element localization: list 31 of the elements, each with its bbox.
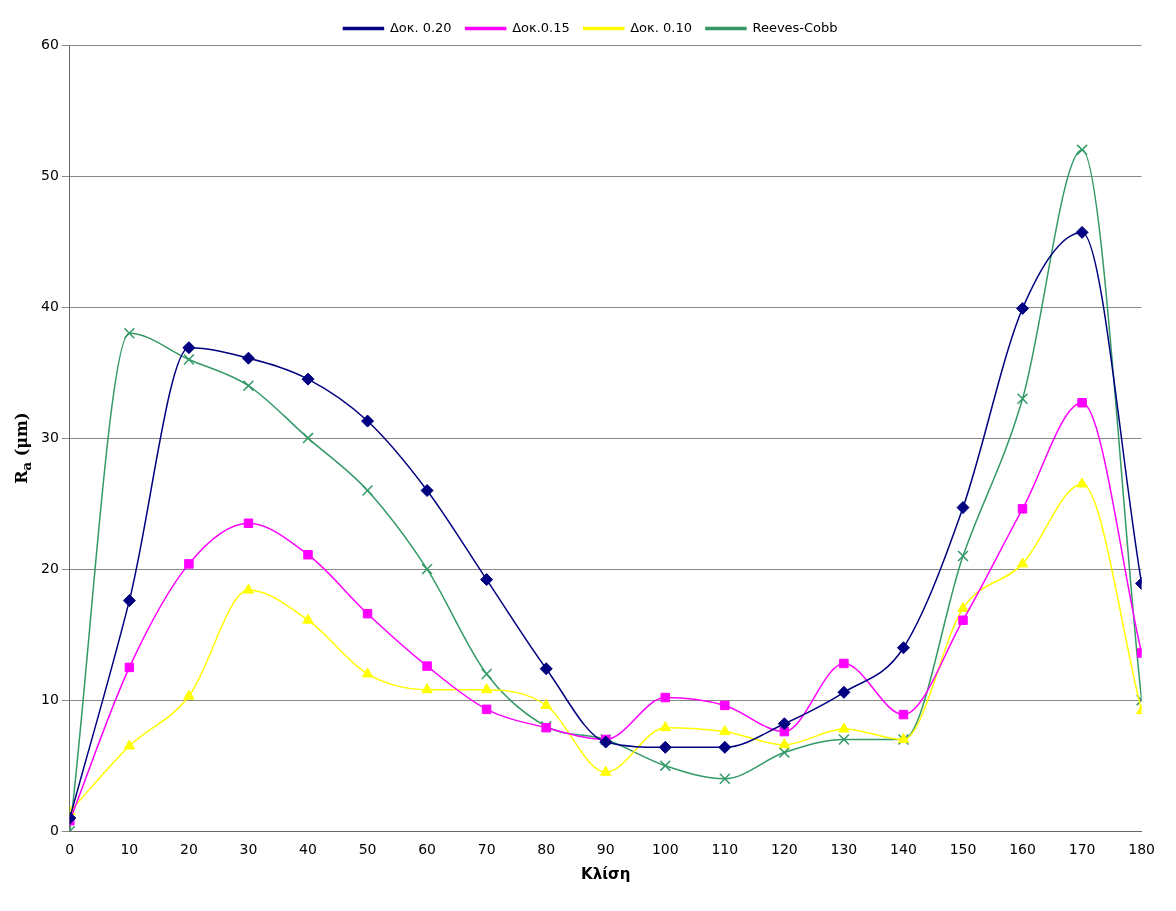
y-tick-label: 30: [40, 428, 59, 445]
y-tick-label: 20: [40, 559, 59, 576]
x-tick-label: 50: [358, 841, 377, 858]
y-tick-label: 50: [40, 166, 59, 183]
legend-label: Δοκ. 0.10: [630, 19, 692, 35]
x-tick-label: 10: [120, 841, 139, 858]
x-tick-label: 80: [537, 841, 556, 858]
x-tick-label: 40: [299, 841, 317, 858]
x-tick-label: 60: [418, 841, 436, 858]
x-tick-label: 110: [711, 841, 739, 858]
x-tick-label: 0: [65, 841, 75, 858]
y-tick-label: 0: [49, 821, 59, 838]
legend-label: Reeves-Cobb: [752, 19, 838, 35]
y-tick-label: 40: [40, 297, 59, 314]
x-tick-label: 30: [239, 841, 258, 858]
x-tick-label: 180: [1128, 841, 1156, 858]
x-tick-label: 70: [477, 841, 496, 858]
legend-label: Δοκ.0.15: [512, 19, 570, 35]
x-tick-label: 160: [1009, 841, 1036, 858]
y-tick-label: 60: [40, 35, 59, 52]
x-tick-label: 100: [651, 841, 679, 858]
x-tick-label: 130: [830, 841, 858, 858]
x-tick-label: 150: [949, 841, 977, 858]
x-axis-title: Κλίση: [581, 864, 631, 883]
legend-label: Δοκ. 0.20: [389, 19, 452, 35]
y-tick-label: 10: [40, 690, 59, 707]
x-tick-label: 90: [596, 841, 615, 858]
x-tick-label: 120: [771, 841, 798, 858]
x-tick-label: 170: [1068, 841, 1096, 858]
x-tick-label: 140: [890, 841, 917, 858]
x-tick-label: 20: [179, 841, 198, 858]
